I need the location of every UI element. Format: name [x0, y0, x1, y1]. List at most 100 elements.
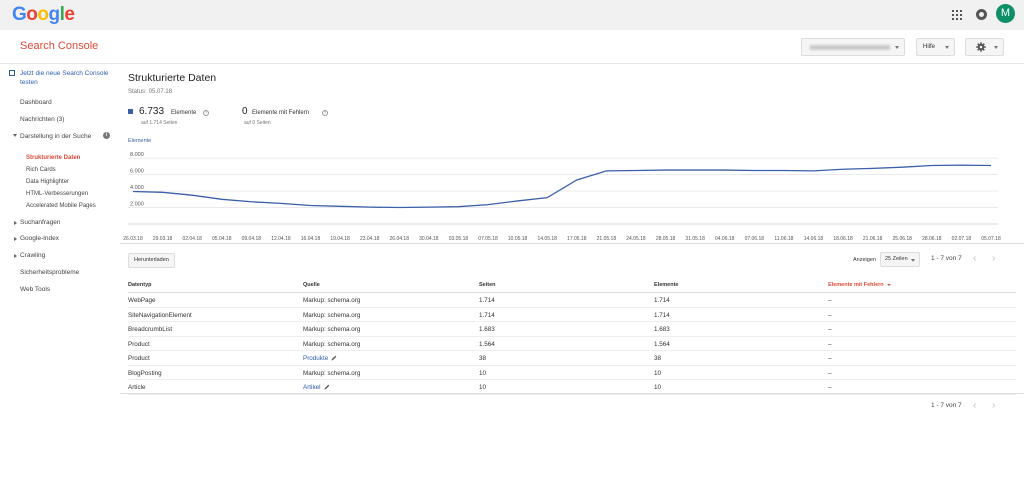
- cell-type[interactable]: WebPage: [128, 297, 156, 304]
- logo-letter: G: [12, 4, 27, 25]
- info-icon[interactable]: i: [103, 132, 110, 139]
- sidebar: Jetzt die neue Search Console testen Das…: [0, 65, 120, 490]
- google-logo[interactable]: Google: [12, 4, 75, 26]
- sidebar-item-messages[interactable]: Nachrichten (3): [20, 116, 65, 123]
- google-topbar: Google M: [0, 0, 1024, 30]
- cell-type[interactable]: Product: [128, 355, 150, 362]
- source-text: Markup: schema.org: [303, 326, 361, 333]
- sidebar-item-web-tools[interactable]: Web Tools: [20, 286, 51, 293]
- sidebar-item-data-highlighter[interactable]: Data Highlighter: [26, 179, 70, 185]
- cell-items: 1.564: [654, 340, 670, 348]
- cell-type[interactable]: SiteNavigationElement: [128, 311, 192, 319]
- source-link[interactable]: Artikel: [303, 384, 321, 391]
- sidebar-item-appearance[interactable]: Darstellung in der Suche: [20, 133, 92, 140]
- settings-button[interactable]: [965, 38, 1004, 56]
- y-tick-label: 4.000: [130, 185, 144, 191]
- logo-letter: o: [26, 4, 38, 25]
- sidebar-item-search-traffic[interactable]: Suchanfragen: [20, 219, 61, 226]
- table-row[interactable]: SiteNavigationElement Markup: schema.org 1…: [128, 308, 1016, 322]
- table-row[interactable]: Product Markup: schema.org 1.564 1.564 –: [128, 337, 1016, 351]
- sidebar-item-structured-data[interactable]: Strukturierte Daten: [26, 155, 81, 161]
- cell-items: 10: [654, 369, 662, 377]
- table-row[interactable]: BreadcrumbList Markup: schema.org 1.683 1.6…: [128, 322, 1016, 337]
- column-header-items[interactable]: Elemente: [654, 282, 679, 288]
- items-sub: auf 1.714 Seiten: [141, 120, 178, 126]
- cell-source: Markup: schema.org: [303, 312, 360, 319]
- source-link[interactable]: Produkte: [303, 355, 329, 362]
- collapsed-triangle-icon[interactable]: [14, 237, 17, 241]
- pencil-icon[interactable]: [331, 355, 337, 361]
- cell-errors: –: [828, 369, 832, 377]
- x-tick-label: 07.06.18: [745, 236, 765, 242]
- expanded-triangle-icon[interactable]: [13, 134, 17, 137]
- collapsed-triangle-icon[interactable]: [14, 221, 17, 225]
- column-header-errors-label: Elemente mit Fehlern: [828, 282, 884, 288]
- cell-type[interactable]: Article: [128, 384, 146, 391]
- chevron-left-icon[interactable]: ‹: [973, 253, 977, 264]
- cell-errors: –: [828, 311, 832, 319]
- x-tick-label: 23.04.18: [360, 236, 380, 242]
- sidebar-item-amp[interactable]: Accelerated Mobile Pages: [26, 203, 96, 209]
- legend-swatch[interactable]: [128, 109, 133, 114]
- table-row[interactable]: Product Produkte 38 38 –: [128, 351, 1016, 366]
- column-header-pages[interactable]: Seiten: [479, 282, 496, 288]
- chevron-right-icon[interactable]: ›: [992, 400, 996, 411]
- cell-items: 1.714: [654, 297, 670, 304]
- column-header-errors[interactable]: Elemente mit Fehlern: [828, 282, 891, 288]
- help-button-label: Hilfe: [923, 44, 936, 50]
- chevron-down-icon: [911, 259, 915, 262]
- pencil-icon[interactable]: [324, 384, 330, 390]
- x-tick-label: 26.04.18: [390, 236, 410, 242]
- cell-errors: –: [828, 340, 832, 348]
- new-console-link-label: Jetzt die neue Search Console testen: [20, 70, 109, 86]
- property-selector[interactable]: [801, 38, 905, 56]
- items-line-chart[interactable]: 8.000 6.000 4.000 2.000 26.03.18 29.03.18 02.0…: [120, 143, 1024, 243]
- errors-sub: auf 0 Seiten: [244, 120, 271, 126]
- table-row[interactable]: WebPage Markup: schema.org 1.714 1.714 –: [128, 293, 1016, 308]
- x-tick-label: 05.04.18: [212, 236, 232, 242]
- chevron-left-icon[interactable]: ‹: [973, 400, 977, 411]
- sidebar-item-dashboard[interactable]: Dashboard: [20, 99, 52, 106]
- source-text: Markup: schema.org: [303, 340, 361, 348]
- apps-grid-icon[interactable]: [952, 10, 962, 20]
- column-header-type[interactable]: Datentyp: [128, 282, 152, 288]
- cell-type[interactable]: BlogPosting: [128, 369, 162, 377]
- cell-source: Markup: schema.org: [303, 326, 360, 333]
- cell-source: Artikel: [303, 384, 330, 391]
- chevron-right-icon[interactable]: ›: [992, 253, 996, 264]
- notifications-icon[interactable]: [976, 9, 987, 20]
- app-title[interactable]: Search Console: [20, 40, 99, 52]
- table-row[interactable]: Article Artikel 10 10 –: [128, 380, 1016, 395]
- items-count: 6.733: [139, 106, 165, 117]
- gear-icon: [976, 42, 986, 52]
- rows-per-page-value: 25 Zeilen: [885, 256, 908, 262]
- download-button[interactable]: Herunterladen: [128, 253, 175, 268]
- help-button[interactable]: Hilfe: [916, 38, 955, 56]
- cell-type[interactable]: BreadcrumbList: [128, 326, 173, 333]
- rows-per-page-select[interactable]: 25 Zeilen: [880, 252, 920, 267]
- sidebar-item-html-improvements[interactable]: HTML-Verbesserungen: [26, 191, 89, 197]
- avatar[interactable]: M: [996, 4, 1015, 23]
- x-tick-label: 14.05.18: [537, 236, 557, 242]
- cell-type[interactable]: Product: [128, 340, 150, 348]
- table-row[interactable]: BlogPosting Markup: schema.org 10 10 –: [128, 366, 1016, 380]
- series-line-elemente[interactable]: [132, 164, 992, 209]
- help-icon[interactable]: ?: [203, 110, 209, 116]
- help-icon[interactable]: ?: [322, 110, 328, 116]
- x-tick-label: 19.04.18: [330, 236, 350, 242]
- new-console-link[interactable]: Jetzt die neue Search Console testen: [9, 69, 117, 87]
- x-tick-label: 02.04.18: [182, 236, 202, 242]
- collapsed-triangle-icon[interactable]: [14, 254, 17, 258]
- page-title: Strukturierte Daten: [128, 72, 217, 84]
- table-bottom-divider: [120, 393, 1024, 394]
- chevron-down-icon: [895, 46, 899, 49]
- sidebar-item-crawling[interactable]: Crawling: [20, 252, 46, 259]
- cell-errors: –: [828, 384, 832, 391]
- column-header-source[interactable]: Quelle: [303, 282, 320, 288]
- sidebar-item-rich-cards[interactable]: Rich Cards: [26, 167, 56, 173]
- source-text: Markup: schema.org: [303, 297, 361, 304]
- sidebar-item-security[interactable]: Sicherheitsprobleme: [20, 269, 80, 276]
- sidebar-item-google-index[interactable]: Google-Index: [20, 235, 60, 242]
- cell-pages: 10: [479, 384, 487, 391]
- chevron-down-icon: [994, 46, 998, 49]
